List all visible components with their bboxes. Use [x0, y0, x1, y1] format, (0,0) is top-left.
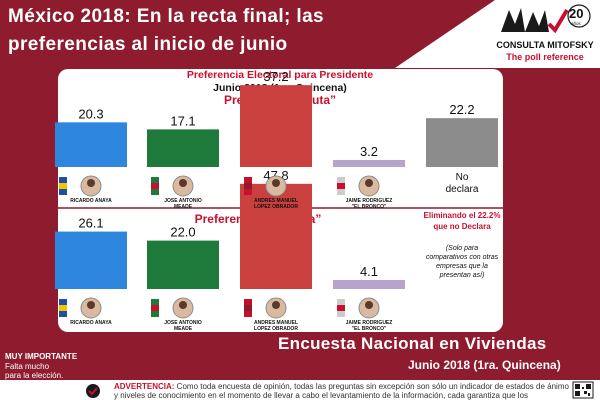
- candidate-photo-icon: [272, 301, 280, 309]
- bruta-bar: [240, 85, 312, 167]
- logo-years: 20: [569, 6, 584, 21]
- efectiva-bar: [147, 240, 219, 289]
- no-declara-label: No: [456, 172, 469, 183]
- warning-label: ADVERTENCIA:: [114, 382, 175, 391]
- mitofsky-logo-icon: [501, 4, 591, 34]
- warning-bar: ADVERTENCIA: Como toda encuesta de opini…: [80, 380, 600, 400]
- party-logo-icon: [337, 305, 345, 311]
- chart-svg: Preferencia Electoral para PresidenteJun…: [55, 69, 503, 332]
- bruta-value-label: 17.1: [170, 113, 195, 128]
- bruta-bar: [333, 159, 405, 167]
- party-logo-icon: [244, 305, 252, 311]
- survey-title: Encuesta Nacional en Viviendas: [278, 334, 547, 353]
- efectiva-value-label: 22.0: [170, 225, 195, 240]
- bruta-value-label: 37.2: [263, 69, 288, 84]
- party-logo-icon: [244, 183, 252, 189]
- side-note: MUY IMPORTANTE Falta mucho para la elecc…: [0, 352, 80, 400]
- efectiva-bar: [333, 279, 405, 289]
- bruta-value-label: 20.3: [78, 106, 103, 121]
- candidate-photo-icon: [365, 179, 373, 187]
- chart-panel: Preferencia Electoral para Presidente Jun…: [55, 69, 503, 332]
- efectiva-candidate-label: LOPEZ OBRADOR: [254, 326, 298, 332]
- warning-text: ADVERTENCIA: Como toda encuesta de opini…: [114, 382, 569, 400]
- candidate-photo-icon: [365, 301, 373, 309]
- side-note-heading: MUY IMPORTANTE: [5, 352, 78, 361]
- efectiva-note: Eliminando el 22.2%: [424, 211, 501, 220]
- logo-tagline: The poll reference: [506, 52, 584, 62]
- title-line-2: preferencias al inicio de junio: [8, 34, 288, 55]
- efectiva-candidate-label: ANDRES MANUEL: [254, 320, 298, 326]
- efectiva-candidate-label: MEADE: [174, 326, 193, 332]
- warning-logo-icon: [86, 384, 100, 398]
- party-logo-icon: [151, 305, 159, 311]
- bruta-bar: [55, 122, 127, 167]
- bruta-value-label: 3.2: [360, 144, 378, 159]
- efectiva-value-label: 4.1: [360, 264, 378, 279]
- mitofsky-logo: 20 años CONSULTA MITOFSKY The poll refer…: [495, 2, 595, 64]
- efectiva-note-italic: (Solo para: [446, 245, 478, 252]
- party-logo-icon: [59, 183, 67, 189]
- bruta-candidate-label: JOSE ANTONIO: [164, 198, 202, 204]
- efectiva-candidate-label: RICARDO ANAYA: [70, 320, 112, 326]
- chart-title: Preferencia Electoral para Presidente: [187, 69, 373, 81]
- survey-date: Junio 2018 (1ra. Quincena): [408, 358, 561, 372]
- efectiva-note-italic: presentan así): [439, 272, 485, 279]
- title-line-1: México 2018: En la recta final; las: [8, 6, 325, 27]
- party-logo-icon: [59, 305, 67, 311]
- logo-years-sub: años: [571, 21, 581, 26]
- no-declara-label: declara: [446, 184, 479, 195]
- bruta-candidate-label: JAIME RODRIGUEZ: [346, 198, 393, 204]
- bruta-bar: [426, 118, 498, 167]
- qr-code-icon: [572, 381, 594, 399]
- side-note-line: No caiga en la: [5, 380, 57, 390]
- candidate-photo-icon: [179, 179, 187, 187]
- efectiva-note-italic: comparativos con otras: [426, 254, 499, 261]
- candidate-photo-icon: [87, 179, 95, 187]
- efectiva-bar: [55, 231, 127, 289]
- party-logo-icon: [151, 183, 159, 189]
- candidate-photo-icon: [272, 179, 280, 187]
- efectiva-value-label: 26.1: [78, 216, 103, 231]
- party-logo-icon: [337, 183, 345, 189]
- bruta-candidate-label: LOPEZ OBRADOR: [254, 204, 298, 210]
- efectiva-candidate-label: JOSE ANTONIO: [164, 320, 202, 326]
- candidate-photo-icon: [87, 301, 95, 309]
- efectiva-candidate-label: JAIME RODRIGUEZ: [346, 320, 393, 326]
- bruta-candidate-label: MEADE: [174, 204, 193, 210]
- bruta-candidate-label: ANDRES MANUEL: [254, 198, 298, 204]
- bruta-candidate-label: RICARDO ANAYA: [70, 198, 112, 204]
- bruta-bar: [147, 129, 219, 167]
- efectiva-note: que no Declara: [433, 222, 491, 231]
- efectiva-note-italic: empresas que la: [436, 263, 488, 270]
- warning-body: Como toda encuesta de opinión, todas las…: [114, 382, 569, 400]
- bruta-candidate-label: "EL BRONCO": [352, 204, 387, 210]
- bruta-value-label: 22.2: [449, 102, 474, 117]
- candidate-photo-icon: [179, 301, 187, 309]
- side-note-line: tentación de: [5, 390, 49, 399]
- logo-name: CONSULTA MITOFSKY: [496, 40, 594, 50]
- side-note-line: Falta mucho: [5, 361, 50, 371]
- efectiva-candidate-label: "EL BRONCO": [352, 326, 387, 332]
- side-note-line: para la elección.: [5, 371, 64, 380]
- efectiva-bar: [240, 183, 312, 289]
